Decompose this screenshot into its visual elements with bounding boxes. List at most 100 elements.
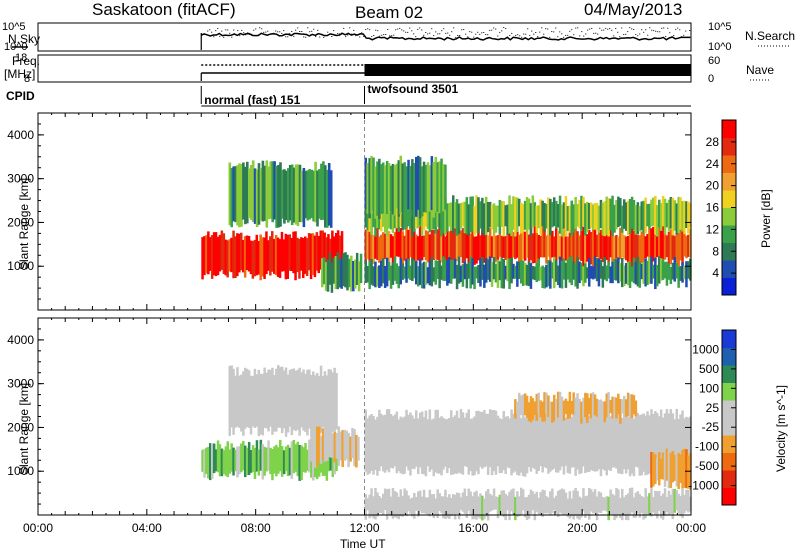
nsearch-dot bbox=[249, 34, 251, 35]
range-cell bbox=[205, 447, 208, 474]
range-cell bbox=[626, 200, 630, 235]
range-cell bbox=[636, 412, 640, 468]
range-cell bbox=[385, 257, 389, 287]
range-cell bbox=[452, 195, 455, 233]
range-cell bbox=[498, 494, 502, 514]
range-cell bbox=[632, 418, 636, 477]
range-cell bbox=[246, 161, 249, 224]
range-cell bbox=[648, 257, 651, 284]
nsearch-dot bbox=[391, 35, 393, 37]
range-cell bbox=[652, 413, 655, 470]
range-cell bbox=[605, 196, 608, 236]
range-cell bbox=[609, 489, 612, 515]
range-cell bbox=[385, 161, 389, 214]
nsearch-dot bbox=[401, 29, 403, 31]
nsearch-dot bbox=[657, 31, 659, 33]
range-cell bbox=[271, 367, 274, 435]
range-cell bbox=[671, 488, 675, 520]
range-cell bbox=[463, 488, 467, 514]
range-cell bbox=[623, 265, 626, 286]
range-cell bbox=[644, 488, 647, 519]
range-cell bbox=[597, 412, 601, 470]
range-cell bbox=[479, 201, 482, 229]
range-cell bbox=[650, 409, 653, 471]
range-cell bbox=[465, 229, 469, 259]
range-cell bbox=[667, 231, 671, 266]
range-cell bbox=[611, 228, 614, 263]
range-cell bbox=[642, 229, 645, 263]
range-cell bbox=[411, 202, 414, 237]
range-cell bbox=[525, 230, 529, 258]
nsearch-dot bbox=[385, 34, 387, 35]
range-cell bbox=[551, 416, 554, 470]
range-cell bbox=[207, 446, 210, 479]
nsearch-dot bbox=[509, 35, 511, 36]
range-cell bbox=[619, 498, 622, 518]
nsearch-dot bbox=[217, 28, 219, 29]
nsearch-dot bbox=[431, 28, 433, 30]
range-cell bbox=[611, 416, 614, 468]
range-cell bbox=[535, 491, 538, 512]
range-cell bbox=[549, 198, 552, 236]
range-cell bbox=[586, 416, 589, 473]
nsearch-dot bbox=[453, 27, 455, 29]
range-cell bbox=[337, 426, 341, 466]
range-cell bbox=[560, 396, 564, 421]
range-cell bbox=[420, 235, 424, 261]
range-cell bbox=[430, 494, 434, 513]
range-cell bbox=[271, 161, 274, 223]
nsearch-dot bbox=[419, 27, 421, 29]
range-cell bbox=[298, 164, 302, 222]
range-cell bbox=[502, 201, 505, 237]
range-cell bbox=[282, 450, 286, 475]
range-cell bbox=[488, 493, 492, 512]
range-cell bbox=[207, 231, 210, 275]
range-cell bbox=[549, 260, 552, 289]
range-cell bbox=[448, 494, 451, 519]
range-cell bbox=[325, 432, 329, 461]
range-cell bbox=[605, 496, 608, 512]
x-tick-label: 12:00 bbox=[349, 521, 379, 535]
nsearch-dot bbox=[265, 31, 267, 33]
range-cell bbox=[578, 496, 581, 520]
range-cell bbox=[582, 266, 585, 287]
range-cell bbox=[562, 489, 566, 516]
range-cell bbox=[275, 444, 278, 477]
range-cell bbox=[446, 230, 449, 268]
range-cell bbox=[321, 428, 325, 461]
range-cell bbox=[378, 158, 381, 219]
range-cell bbox=[249, 240, 253, 275]
nsearch-dot bbox=[317, 29, 319, 31]
range-cell bbox=[589, 393, 593, 419]
range-cell bbox=[444, 259, 447, 281]
nsearch-dot bbox=[397, 28, 399, 30]
nsearch-dot bbox=[313, 28, 315, 30]
range-cell bbox=[578, 199, 581, 229]
range-cell bbox=[244, 445, 247, 478]
range-cell bbox=[265, 160, 269, 228]
nsearch-dot bbox=[645, 29, 647, 31]
range-cell bbox=[562, 400, 566, 421]
colorbar-segment bbox=[722, 242, 736, 261]
freq-label: Freq. bbox=[12, 54, 40, 68]
range-cell bbox=[395, 197, 399, 229]
range-cell bbox=[277, 165, 280, 228]
range-cell bbox=[378, 409, 381, 471]
power-ylabel: Slant Range [km] bbox=[17, 178, 31, 270]
range-cell bbox=[383, 414, 387, 473]
range-cell bbox=[551, 230, 554, 258]
range-cell bbox=[658, 256, 661, 284]
range-cell bbox=[257, 449, 261, 476]
range-cell bbox=[465, 412, 469, 467]
range-cell bbox=[615, 413, 618, 469]
range-cell bbox=[440, 204, 443, 237]
nsearch-dot bbox=[459, 35, 461, 36]
nsearch-dot bbox=[309, 31, 311, 33]
range-cell bbox=[461, 412, 465, 475]
range-cell bbox=[490, 495, 494, 511]
nsearch-dot bbox=[349, 27, 351, 29]
range-cell bbox=[485, 413, 488, 467]
range-cell bbox=[422, 489, 426, 514]
range-cell bbox=[595, 496, 599, 521]
